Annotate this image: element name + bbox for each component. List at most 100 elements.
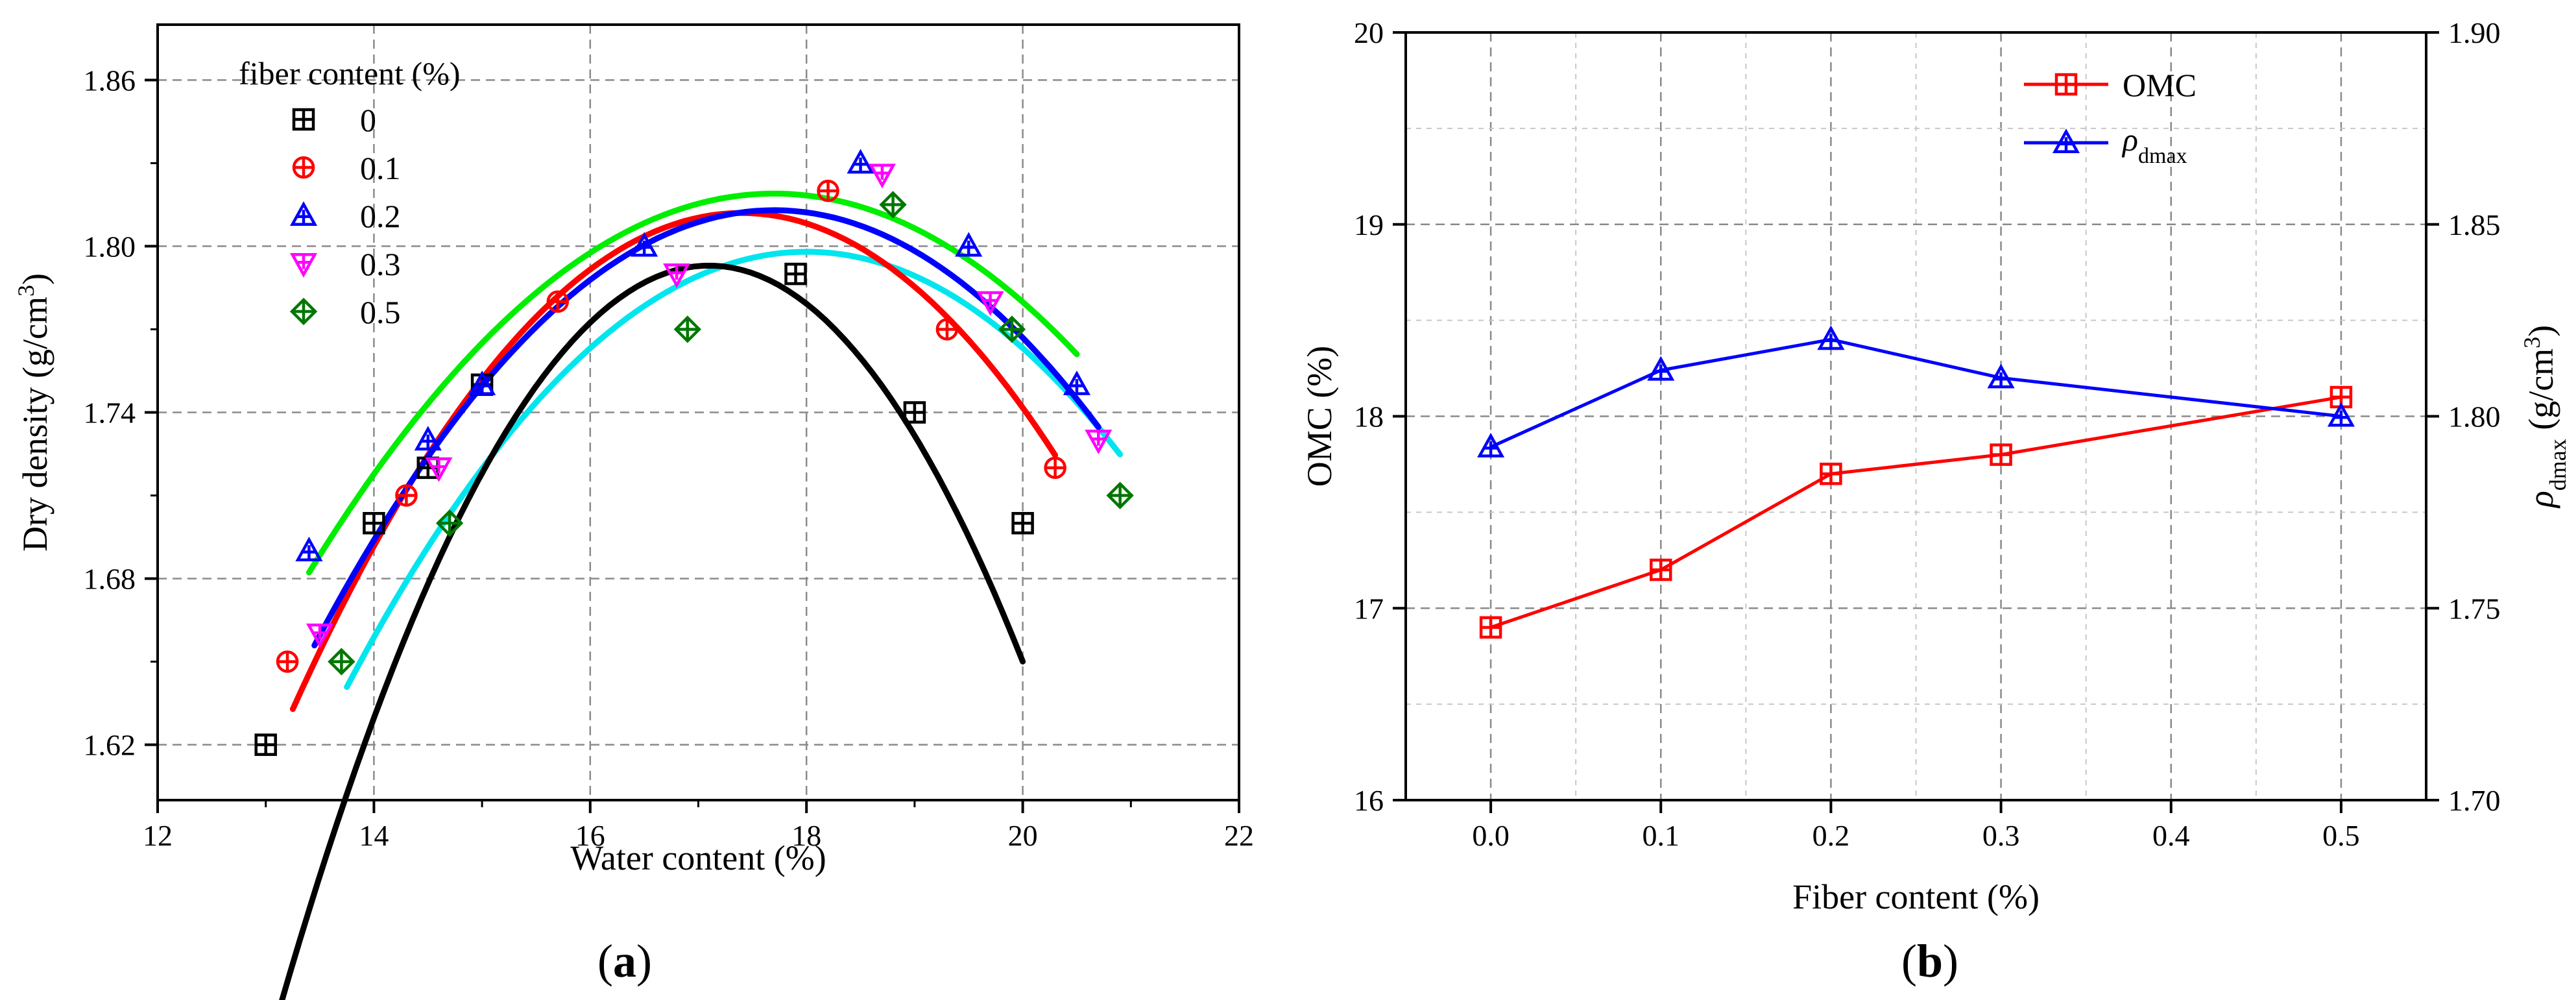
panel-label-a: (a) [597, 935, 652, 987]
a-point-series-1 [817, 179, 839, 202]
a-point-series-2 [847, 149, 874, 174]
a-point-series-1 [395, 484, 418, 507]
a-plabel-open: ( [597, 935, 613, 987]
a-point-series-1 [1044, 456, 1066, 480]
a-point-series-2 [1063, 370, 1091, 395]
a-legend-marker-0 [292, 108, 315, 131]
a-legend-marker-3 [289, 252, 318, 278]
a-point-series-0 [254, 733, 277, 756]
a-point-series-4 [998, 315, 1026, 343]
b-xtick-label: 0.1 [1643, 819, 1680, 852]
a-fit-curve-extra-1 [344, 249, 1124, 690]
a-data-points [254, 149, 1134, 756]
a-point-series-0 [1011, 511, 1034, 535]
a-legend-title: fiber content (%) [239, 55, 461, 91]
a-point-series-2 [955, 232, 983, 257]
a-point-series-3 [425, 457, 453, 482]
b-y2tick-label: 1.90 [2448, 16, 2501, 49]
a-ticks: 12 14 16 18 20 22 1.62 1.68 1.74 1.80 1.86 [84, 64, 1255, 852]
a-point-series-2 [295, 537, 323, 561]
b-y2label-unit: (g/cm [2522, 348, 2560, 439]
a-point-series-0 [363, 511, 385, 535]
a-y-axis-label: Dry density (g/cm3) [13, 273, 54, 552]
a-legend-label-2: 0.2 [360, 198, 401, 234]
b-xtick-label: 0.5 [2322, 819, 2360, 852]
a-ytick-label: 1.68 [84, 563, 136, 596]
a-point-series-4 [328, 648, 355, 676]
b-xtick-label: 0.0 [1472, 819, 1510, 852]
a-point-series-3 [976, 291, 1004, 316]
a-ylabel-main: Dry density (g/cm [16, 297, 54, 552]
b-legend-marker-0 [2054, 73, 2078, 96]
b-legend-marker-1 [2052, 128, 2080, 154]
b-plabel-close: ) [1943, 935, 1958, 987]
b-legend-rho-label: ρdmax [2121, 121, 2187, 168]
a-point-series-3 [663, 263, 691, 288]
a-ytick-label: 1.80 [84, 230, 136, 263]
a-xtick-label: 14 [359, 819, 389, 852]
a-fit-curve-2 [311, 207, 1101, 649]
a-legend-label-0: 0 [360, 102, 376, 138]
b-legend: OMC ρdmax [2024, 67, 2197, 168]
b-point-series-0 [1990, 443, 2012, 466]
a-point-series-3 [868, 164, 896, 189]
a-point-series-0 [903, 401, 926, 424]
b-xtick-label: 0.2 [1812, 819, 1850, 852]
b-point-series-1 [2327, 402, 2355, 427]
b-xtick-label: 0.3 [1982, 819, 2020, 852]
b-point-series-1 [1647, 356, 1675, 381]
b-y2label-rho: ρ [2522, 491, 2560, 509]
panel-label-b: (b) [1901, 935, 1958, 987]
a-point-series-3 [1085, 430, 1113, 455]
b-ytick-label: 16 [1354, 784, 1384, 817]
a-fit-curve-0 [279, 262, 1026, 1000]
a-legend-marker-1 [292, 156, 315, 179]
b-y2-axis-label: ρdmax (g/cm3) [2519, 325, 2571, 509]
a-point-series-1 [276, 650, 299, 673]
b-point-series-1 [1477, 432, 1505, 457]
a-point-series-2 [414, 426, 442, 451]
b-point-series-1 [1817, 325, 1845, 350]
a-point-series-4 [879, 191, 907, 219]
b-grid [1406, 32, 2426, 800]
b-legend-rho-main: ρ [2121, 121, 2138, 158]
a-xtick-label: 22 [1224, 819, 1254, 852]
a-ylabel-close: ) [16, 273, 54, 285]
a-plabel-letter: a [613, 935, 636, 987]
b-xtick-label: 0.4 [2152, 819, 2190, 852]
a-xtick-label: 20 [1008, 819, 1038, 852]
b-plabel-open: ( [1901, 935, 1917, 987]
a-point-series-4 [673, 315, 702, 343]
b-y2tick-label: 1.85 [2448, 208, 2501, 241]
b-ytick-label: 17 [1354, 592, 1384, 625]
a-point-series-2 [631, 232, 658, 257]
b-y2tick-label: 1.75 [2448, 592, 2501, 625]
a-fit-curves [279, 190, 1124, 1000]
a-point-series-4 [435, 509, 464, 537]
a-point-series-1 [935, 318, 959, 341]
a-legend-marker-2 [289, 201, 318, 226]
a-grid [158, 25, 1239, 800]
b-point-series-1 [1987, 363, 2015, 389]
b-x-axis-label: Fiber content (%) [1792, 877, 2040, 916]
chart-panel-b: 0.0 0.1 0.2 0.3 0.4 0.5 16 17 18 19 20 1.70 1.75 1.80… [1300, 16, 2571, 987]
b-y2label-close: ) [2522, 325, 2560, 337]
b-ytick-label: 20 [1354, 16, 1384, 49]
b-y2label-sup: 3 [2519, 337, 2545, 348]
a-ytick-label: 1.74 [84, 396, 136, 430]
b-y2tick-label: 1.70 [2448, 784, 2501, 817]
b-data-points [1477, 325, 2355, 639]
b-ytick-label: 18 [1354, 400, 1384, 433]
a-fit-curve-extra-0 [306, 190, 1080, 576]
b-point-series-0 [1479, 616, 1502, 639]
b-y2tick-label: 1.80 [2448, 400, 2501, 433]
a-legend-label-1: 0.1 [360, 150, 401, 186]
a-point-series-0 [784, 262, 807, 286]
b-ticks: 0.0 0.1 0.2 0.3 0.4 0.5 16 17 18 19 20 1.70 1.75 1.80… [1354, 16, 2501, 852]
b-y-axis-label: OMC (%) [1300, 346, 1339, 487]
b-legend-omc-label: OMC [2123, 67, 2197, 103]
chart-panel-a: 12 14 16 18 20 22 1.62 1.68 1.74 1.80 1.86 fiber c… [13, 23, 1255, 1000]
a-xtick-label: 12 [143, 819, 173, 852]
a-x-axis-label: Water content (%) [570, 838, 826, 877]
